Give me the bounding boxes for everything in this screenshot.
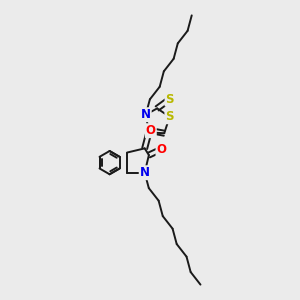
Text: S: S bbox=[166, 93, 174, 106]
Text: N: N bbox=[141, 108, 151, 121]
Text: N: N bbox=[140, 166, 150, 179]
Text: O: O bbox=[157, 143, 166, 156]
Text: S: S bbox=[165, 110, 174, 123]
Text: O: O bbox=[146, 124, 156, 137]
